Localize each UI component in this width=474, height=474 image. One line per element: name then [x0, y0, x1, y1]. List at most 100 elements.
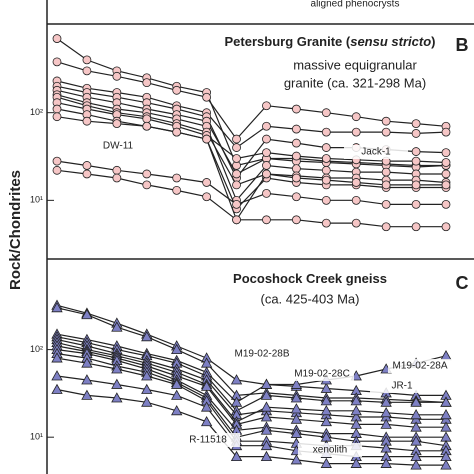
data-point	[200, 401, 213, 412]
data-point	[320, 404, 332, 416]
annotation: M19-02-28C	[294, 369, 350, 380]
data-point	[260, 450, 273, 462]
annotation: DW-11	[103, 141, 134, 152]
data-point	[291, 164, 301, 174]
data-point	[262, 161, 271, 170]
data-point	[262, 189, 271, 198]
title-part: Petersburg Granite (	[225, 34, 351, 49]
y-axis-label: Rock/Chondrites	[7, 170, 24, 290]
data-point	[262, 148, 271, 158]
data-point	[350, 404, 362, 416]
series-line	[56, 38, 446, 167]
data-point	[411, 222, 421, 232]
data-point	[82, 55, 92, 65]
data-point	[441, 127, 451, 137]
data-point	[291, 192, 301, 202]
data-point	[82, 169, 92, 179]
annotation-bg	[388, 359, 452, 373]
data-point	[262, 169, 271, 179]
data-point	[410, 459, 422, 470]
data-point	[52, 112, 62, 122]
y-tick-label: 10²	[30, 107, 43, 117]
data-point	[171, 343, 183, 354]
series-line	[56, 375, 446, 458]
series-line	[56, 102, 447, 164]
data-point	[441, 148, 451, 158]
title-part: Pocoshock Creek gneiss	[233, 271, 387, 286]
data-point	[232, 169, 241, 179]
data-point	[141, 383, 153, 394]
data-point	[52, 165, 62, 175]
data-point	[51, 352, 63, 363]
series-line	[56, 336, 446, 412]
annotation-bg	[86, 139, 150, 153]
data-point	[262, 121, 271, 131]
series-line	[56, 160, 446, 206]
annotation: M19-02-28A	[392, 361, 447, 372]
series-line	[56, 94, 446, 202]
data-point	[171, 389, 183, 400]
annotation: JR-1	[391, 381, 413, 392]
data-point	[381, 199, 391, 209]
data-point	[141, 370, 153, 381]
data-point	[260, 378, 273, 389]
data-point	[410, 396, 422, 407]
data-point	[232, 180, 241, 190]
data-point	[290, 403, 303, 414]
data-point	[350, 395, 362, 406]
data-point	[351, 218, 361, 228]
data-point	[321, 195, 331, 205]
data-point	[291, 138, 301, 148]
data-point	[411, 129, 421, 138]
data-point	[232, 199, 241, 209]
data-point	[171, 378, 183, 389]
data-point	[260, 389, 273, 400]
data-point	[290, 378, 303, 389]
data-point	[320, 395, 332, 406]
y-tick-label: 10¹	[30, 432, 43, 442]
data-point	[262, 101, 271, 111]
data-point	[440, 421, 452, 432]
data-point	[51, 383, 63, 394]
data-point	[142, 180, 152, 190]
data-point	[411, 199, 421, 209]
panel-subtitle: (ca. 425-403 Ma)	[261, 291, 360, 306]
data-point	[411, 119, 421, 129]
series-line	[56, 169, 446, 228]
data-point	[321, 175, 331, 185]
fragment-text: aligned phenocrysts	[311, 0, 400, 10]
series-line	[56, 388, 446, 466]
data-point	[321, 218, 331, 228]
data-point	[172, 85, 182, 95]
data-point	[202, 178, 212, 187]
series-line	[56, 89, 447, 175]
data-point	[321, 143, 331, 152]
data-point	[262, 215, 271, 225]
series-line	[56, 108, 446, 210]
data-point	[172, 127, 182, 137]
series-line	[56, 80, 447, 149]
data-point	[380, 396, 392, 407]
series-line	[56, 61, 447, 141]
annotation-bg	[344, 145, 408, 159]
data-point	[111, 392, 123, 403]
data-point	[291, 215, 301, 225]
data-point	[441, 169, 451, 179]
data-point	[351, 195, 361, 205]
data-point	[441, 199, 451, 209]
data-point	[440, 459, 452, 470]
data-point	[410, 409, 422, 420]
data-point	[260, 439, 273, 451]
data-point	[202, 192, 212, 202]
data-point	[112, 71, 122, 81]
data-point	[52, 57, 62, 67]
data-point	[141, 396, 153, 407]
data-point	[202, 134, 212, 144]
title-part: sensu stricto	[350, 34, 431, 49]
data-point	[142, 121, 152, 131]
panel-letter: B	[456, 35, 469, 55]
data-point	[142, 169, 152, 179]
data-point	[82, 66, 92, 76]
data-point	[232, 215, 241, 225]
